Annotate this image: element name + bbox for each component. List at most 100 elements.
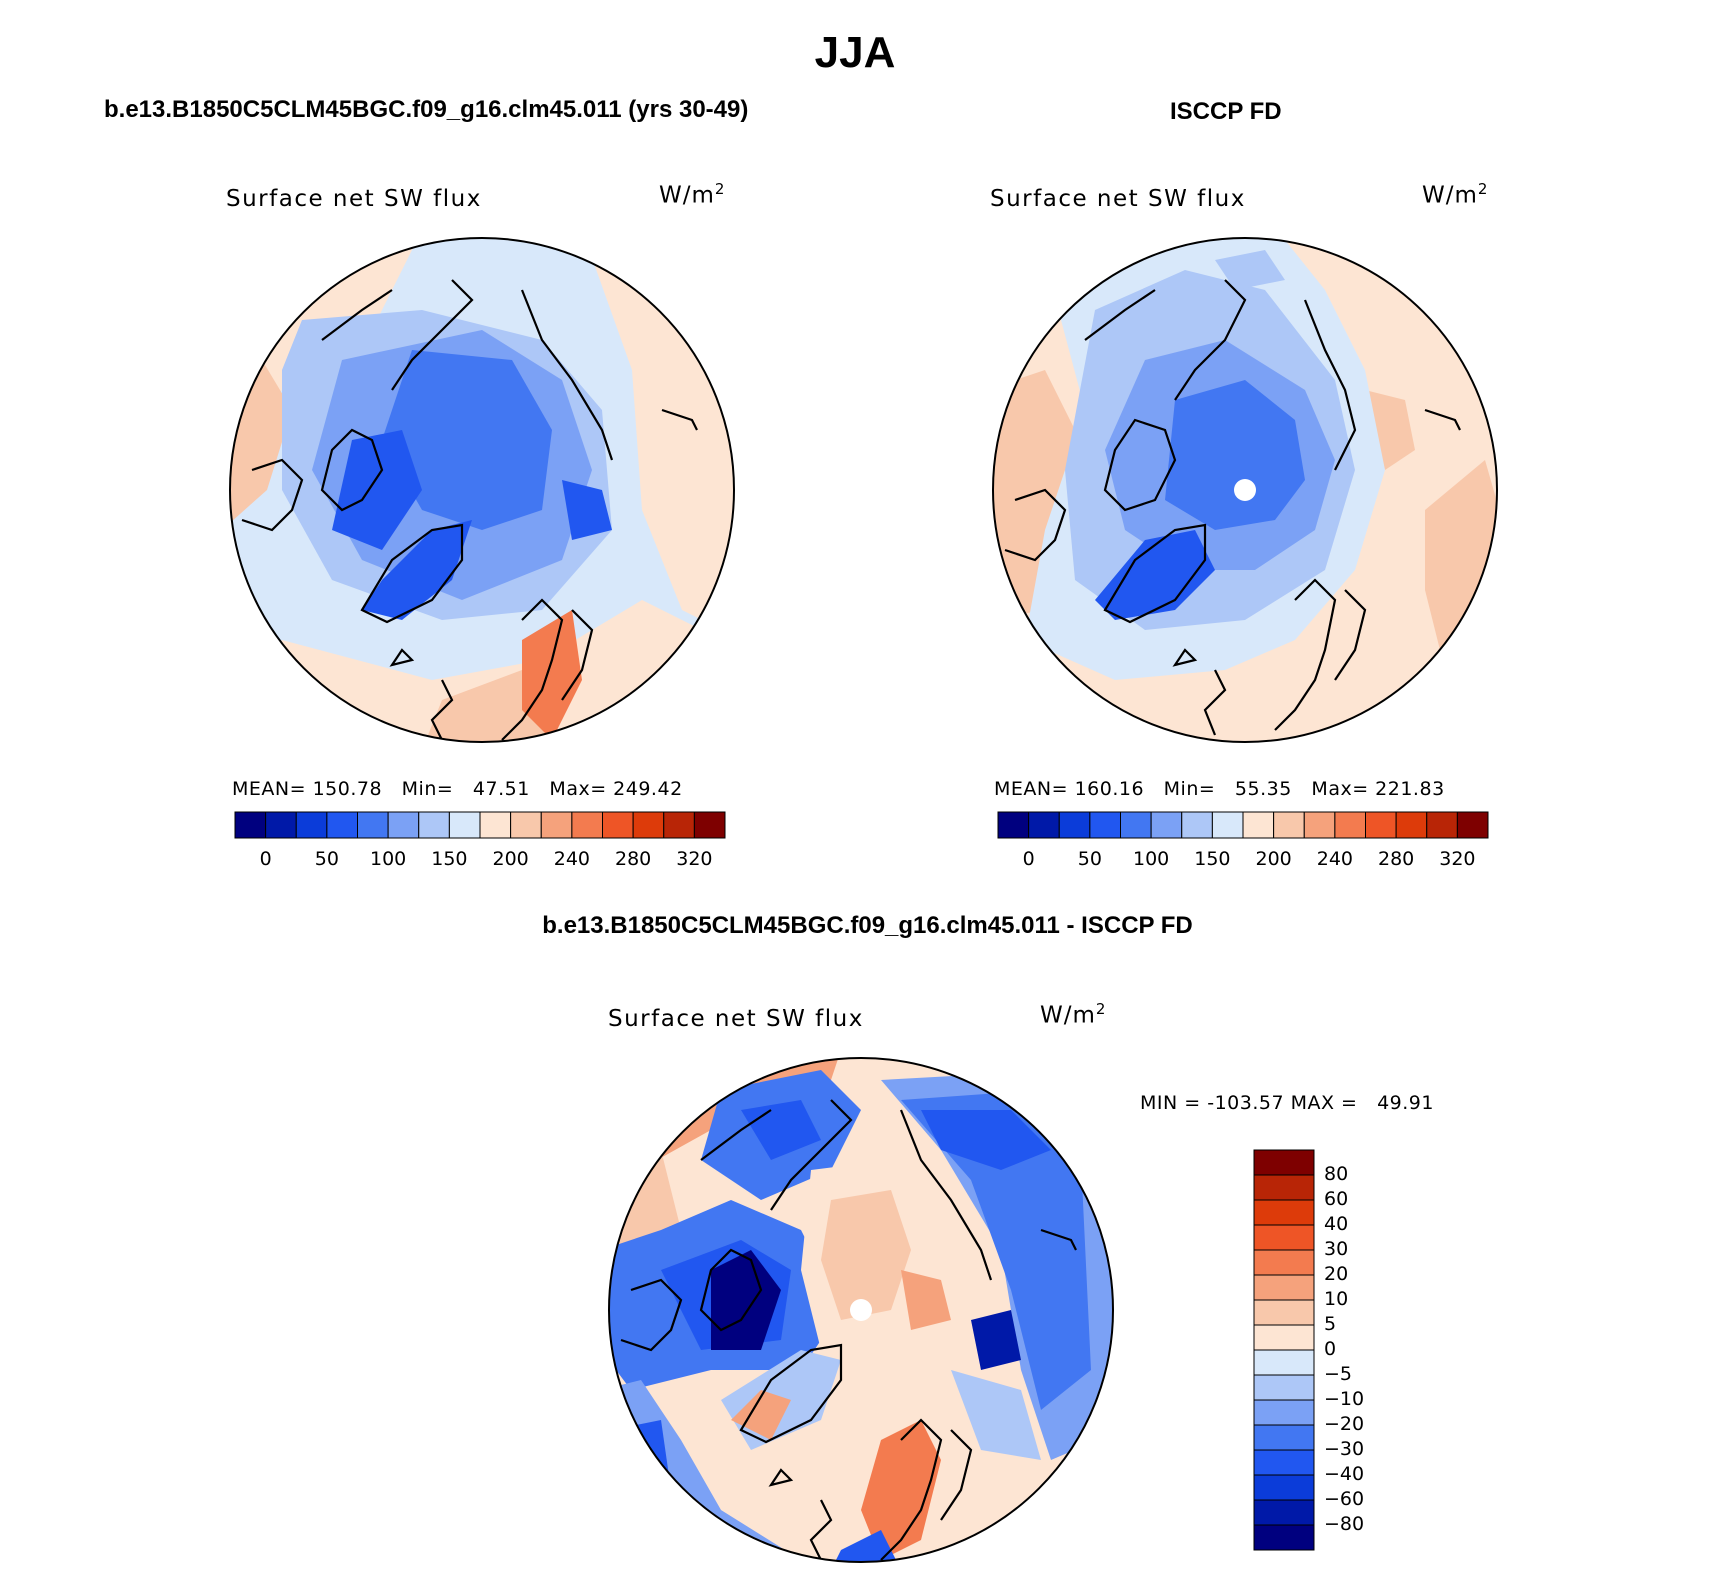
obs-units-label: W/m2 [1422,180,1489,209]
diff-colorbar-tick-label: 0 [1324,1338,1337,1360]
diff-colorbar-tick-label: 60 [1324,1188,1349,1210]
diff-colorbar-tick-label: 40 [1324,1213,1349,1235]
diff-stats: MIN = -103.57 MAX = 49.91 [1140,1092,1434,1114]
diff-colorbar-tick-label: −5 [1324,1363,1353,1385]
model-colorbar-tick-label: 150 [431,848,468,870]
model-case-title: b.e13.B1850C5CLM45BGC.f09_g16.clm45.011 … [104,96,749,123]
model-colorbar-box [693,811,726,839]
model-colorbar-box [295,811,328,839]
model-colorbar-box [632,811,665,839]
model-colorbar-box [326,811,358,839]
model-colorbar-box [479,811,512,839]
obs-colorbar-box [1242,811,1275,839]
diff-colorbar-tick-label: −80 [1324,1513,1365,1535]
obs-colorbar [997,811,1489,839]
diff-colorbar-tick-label: 80 [1324,1163,1349,1185]
model-colorbar-box [418,811,450,839]
obs-colorbar-tick-label: 280 [1377,848,1415,870]
main-title: JJA [814,28,896,77]
obs-colorbar-box [1211,811,1244,839]
model-colorbar-tick-label: 200 [492,848,529,870]
diff-units-label: W/m2 [1040,1000,1107,1029]
diff-colorbar-tick-label: 5 [1324,1313,1337,1335]
diff-colorbar-box [1253,1274,1315,1301]
model-colorbar-box [571,811,603,839]
obs-colorbar-box [1395,811,1428,839]
obs-colorbar-tick-label: 240 [1316,848,1353,870]
diff-variable-label: Surface net SW flux [608,1006,864,1032]
obs-colorbar-tick-label: 150 [1194,848,1231,870]
diff-colorbar-tick-label: 10 [1324,1288,1349,1310]
obs-colorbar-tick-label: 50 [1077,848,1102,870]
model-units-label: W/m2 [659,180,726,209]
model-colorbar-tick-label: 320 [676,848,713,870]
obs-colorbar-box [1303,811,1336,839]
diff-colorbar-box [1253,1324,1315,1351]
obs-stats: MEAN= 160.16 Min= 55.35 Max= 221.83 [994,778,1445,800]
diff-colorbar-box [1253,1399,1315,1426]
obs-colorbar-tick-label: 0 [1022,848,1035,870]
diff-colorbar-box [1253,1299,1315,1326]
diff-colorbar-tick-label: −30 [1324,1438,1365,1460]
model-colorbar-tick-label: 280 [614,848,652,870]
diff-colorbar-tick-label: −10 [1324,1388,1365,1410]
obs-colorbar-box [1028,811,1060,839]
obs-colorbar-box [1058,811,1091,839]
diff-colorbar-box [1253,1374,1315,1401]
obs-colorbar-box [1426,811,1458,839]
diff-colorbar-box [1253,1499,1315,1526]
obs-colorbar-box [1150,811,1183,839]
obs-colorbar-box [1273,811,1305,839]
model-colorbar-tick-label: 50 [314,848,339,870]
diff-polar-map [608,1057,1114,1563]
model-colorbar-box [357,811,389,839]
model-colorbar-tick-label: 100 [369,848,407,870]
model-colorbar-box [265,811,297,839]
diff-colorbar-labels: 80 60 40 30 20 10 5 0 −5 −10 −20 −30 −40 −60 −80 [1324,1150,1384,1550]
obs-colorbar-box [1456,811,1489,839]
diff-case-title: b.e13.B1850C5CLM45BGC.f09_g16.clm45.011 … [542,912,1193,939]
diff-colorbar-tick-label: 20 [1324,1263,1349,1285]
diff-colorbar-box [1253,1174,1315,1201]
obs-polar-map [992,237,1498,743]
diff-colorbar-box [1253,1199,1315,1226]
obs-colorbar-tick-label: 100 [1132,848,1170,870]
model-variable-label: Surface net SW flux [226,186,482,212]
model-colorbar-tick-label: 0 [259,848,272,870]
diff-colorbar-box [1253,1249,1315,1276]
obs-colorbar-labels: 0 50 100 150 200 240 280 320 [998,848,1488,872]
diff-colorbar-tick-label: −20 [1324,1413,1365,1435]
obs-case-title: ISCCP FD [1170,98,1282,125]
diff-colorbar-box [1253,1349,1315,1376]
obs-colorbar-box [997,811,1030,839]
diff-colorbar-box [1253,1424,1315,1451]
obs-colorbar-box [1089,811,1121,839]
obs-colorbar-tick-label: 320 [1439,848,1476,870]
diff-colorbar-tick-label: 30 [1324,1238,1349,1260]
model-colorbar [234,811,726,839]
obs-colorbar-box [1334,811,1366,839]
obs-colorbar-box [1365,811,1397,839]
diff-colorbar [1253,1149,1315,1551]
diff-colorbar-box [1253,1224,1315,1251]
model-colorbar-box [663,811,695,839]
model-colorbar-box [602,811,634,839]
obs-colorbar-box [1120,811,1152,839]
model-colorbar-labels: 0 50 100 150 200 240 280 320 [235,848,725,872]
diff-colorbar-box [1253,1149,1315,1176]
obs-variable-label: Surface net SW flux [990,186,1246,212]
model-colorbar-box [510,811,542,839]
model-colorbar-box [540,811,573,839]
diff-colorbar-box [1253,1524,1315,1551]
model-colorbar-box [234,811,267,839]
model-colorbar-box [387,811,420,839]
diff-colorbar-tick-label: −60 [1324,1488,1365,1510]
model-polar-map [229,237,735,743]
diff-colorbar-box [1253,1474,1315,1501]
model-colorbar-box [448,811,481,839]
obs-colorbar-tick-label: 200 [1255,848,1292,870]
obs-colorbar-box [1181,811,1213,839]
model-stats: MEAN= 150.78 Min= 47.51 Max= 249.42 [232,778,683,800]
diff-colorbar-box [1253,1449,1315,1476]
model-colorbar-tick-label: 240 [553,848,590,870]
